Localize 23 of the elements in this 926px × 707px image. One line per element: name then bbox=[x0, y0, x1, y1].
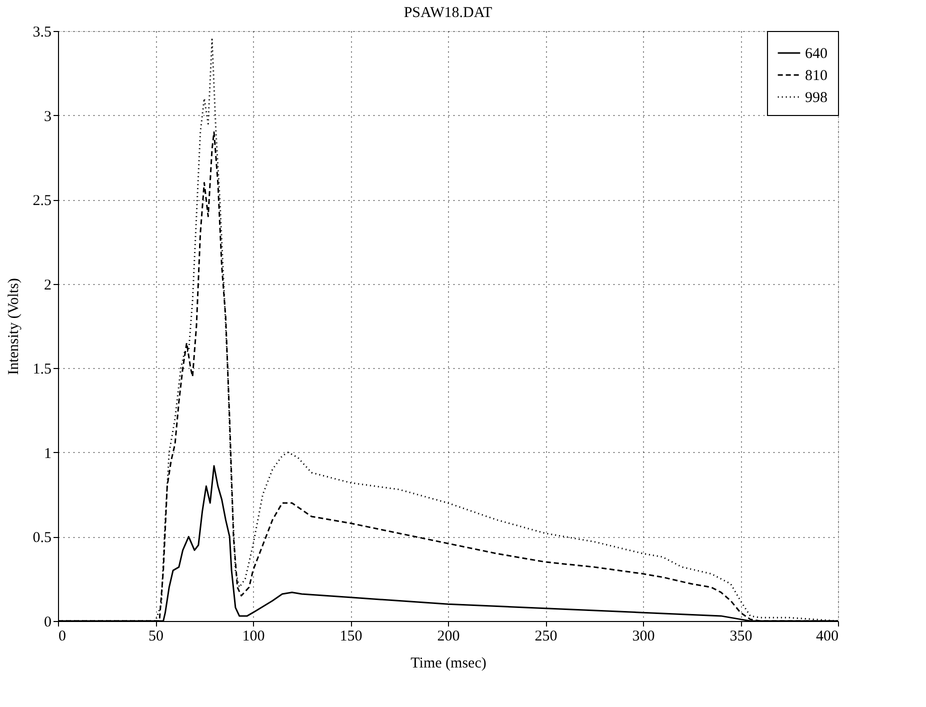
y-tick-label: 1 bbox=[44, 446, 52, 462]
y-tick-label: 3.5 bbox=[32, 24, 52, 40]
x-tick-label: 250 bbox=[534, 628, 558, 644]
x-tick-label: 0 bbox=[58, 628, 66, 644]
x-tick-label: 150 bbox=[340, 628, 362, 644]
y-tick-label: 2 bbox=[44, 277, 52, 294]
legend-label: 998 bbox=[805, 90, 828, 106]
y-axis-title: Intensity (Volts) bbox=[6, 278, 22, 375]
legend-label: 640 bbox=[805, 46, 828, 62]
x-tick-label: 100 bbox=[242, 628, 265, 644]
x-tick-label: 350 bbox=[730, 628, 752, 644]
x-tick-label: 50 bbox=[148, 628, 164, 644]
y-tick-label: 2.5 bbox=[32, 193, 52, 210]
x-tick-label: 300 bbox=[632, 628, 655, 644]
y-tick-label: 3 bbox=[44, 108, 52, 125]
y-tick-label: 0.5 bbox=[32, 530, 52, 546]
x-tick-label: 400 bbox=[816, 628, 838, 644]
y-tick-label: 1.5 bbox=[32, 362, 52, 378]
legend-label: 810 bbox=[805, 68, 828, 84]
x-tick-label: 200 bbox=[437, 628, 460, 644]
y-tick-label: 0 bbox=[44, 614, 52, 630]
chart-title: PSAW18.DAT bbox=[404, 5, 492, 21]
x-axis-title: Time (msec) bbox=[410, 656, 486, 672]
